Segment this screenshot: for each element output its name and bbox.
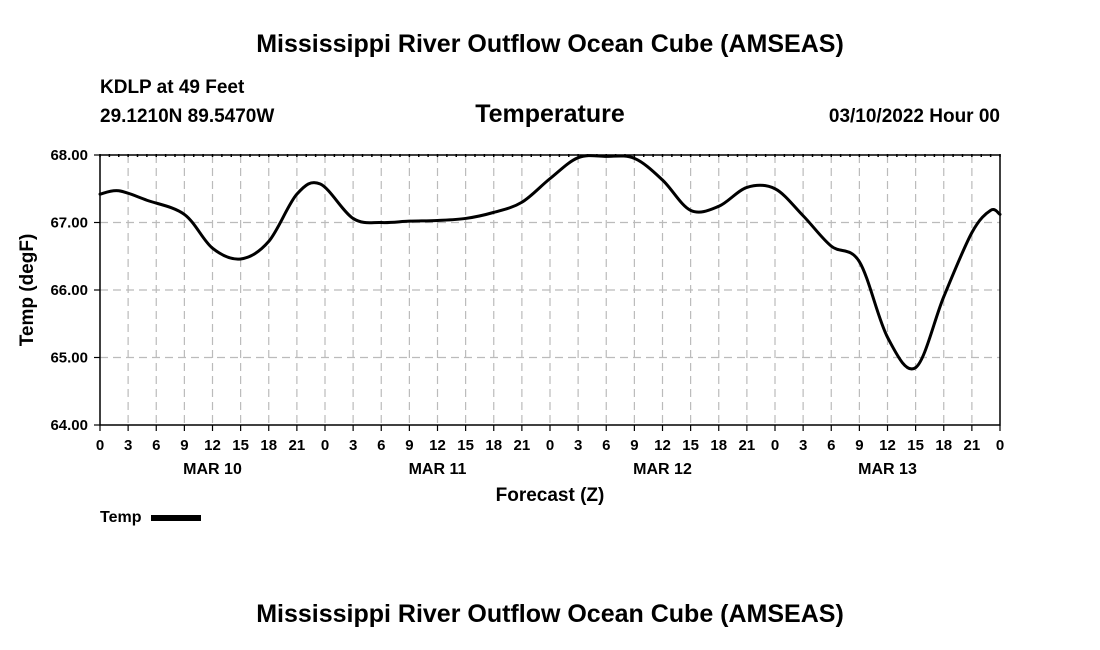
x-tick-label: 6 [377,437,385,454]
y-tick-label: 65.00 [50,350,88,367]
x-tick-label: 6 [602,437,610,454]
x-tick-label: 0 [321,437,329,454]
x-tick-label: 9 [405,437,413,454]
y-tick-label: 66.00 [50,282,88,299]
x-tick-label: 15 [457,437,474,454]
legend-label: Temp [100,509,142,526]
y-tick-label: 64.00 [50,417,88,434]
x-tick-label: 12 [429,437,446,454]
chart-subtitle: Temperature [475,100,625,128]
top-tick-marks [99,154,1001,157]
x-tick-label: 3 [799,437,807,454]
forecast-datetime: 03/10/2022 Hour 00 [828,106,1000,127]
x-tick-label: 18 [485,437,502,454]
x-day-label: MAR 13 [858,461,917,478]
y-tick-label: 67.00 [50,215,88,232]
footer-title: Mississippi River Outflow Ocean Cube (AM… [256,600,844,628]
x-tick-label: 12 [204,437,221,454]
x-day-label: MAR 12 [633,461,692,478]
x-tick-label: 21 [739,437,756,454]
x-tick-label: 3 [124,437,132,454]
x-tick-label: 15 [907,437,924,454]
x-tick-label: 0 [546,437,554,454]
chart-title: Mississippi River Outflow Ocean Cube (AM… [256,30,844,58]
grid [100,155,1000,425]
y-tick-label: 68.00 [50,147,88,164]
x-tick-label: 12 [654,437,671,454]
series-line-temp [98,154,1002,371]
x-tick-label: 6 [827,437,835,454]
x-tick-label: 0 [771,437,779,454]
x-tick-label: 3 [574,437,582,454]
x-axis-label: Forecast (Z) [496,485,605,506]
x-tick-label: 0 [96,437,104,454]
x-tick-label: 21 [289,437,306,454]
x-tick-label: 9 [855,437,863,454]
x-tick-label: 21 [964,437,981,454]
y-axis-label: Temp (degF) [17,234,38,347]
x-day-label: MAR 11 [409,461,467,478]
x-tick-label: 3 [349,437,357,454]
coordinates-label: 29.1210N 89.5470W [100,106,275,127]
legend-swatch-temp [151,514,202,521]
axis-ticks: 0 3 6 9 12 15 18 21 0 3 6 9 12 15 18 21 0 3 6 9 12 15 18 21 0 3 6 9… [50,147,1004,478]
x-tick-label: 18 [710,437,727,454]
x-tick-label: 0 [996,437,1004,454]
x-tick-label: 18 [260,437,277,454]
station-label: KDLP at 49 Feet [100,77,245,98]
x-tick-label: 18 [935,437,952,454]
x-tick-label: 6 [152,437,160,454]
x-tick-label: 15 [232,437,249,454]
x-day-label: MAR 10 [183,461,242,478]
x-tick-label: 12 [879,437,896,454]
x-tick-label: 9 [180,437,188,454]
legend: Temp [100,509,202,527]
x-tick-label: 9 [630,437,638,454]
x-tick-label: 21 [514,437,531,454]
x-tick-label: 15 [682,437,699,454]
